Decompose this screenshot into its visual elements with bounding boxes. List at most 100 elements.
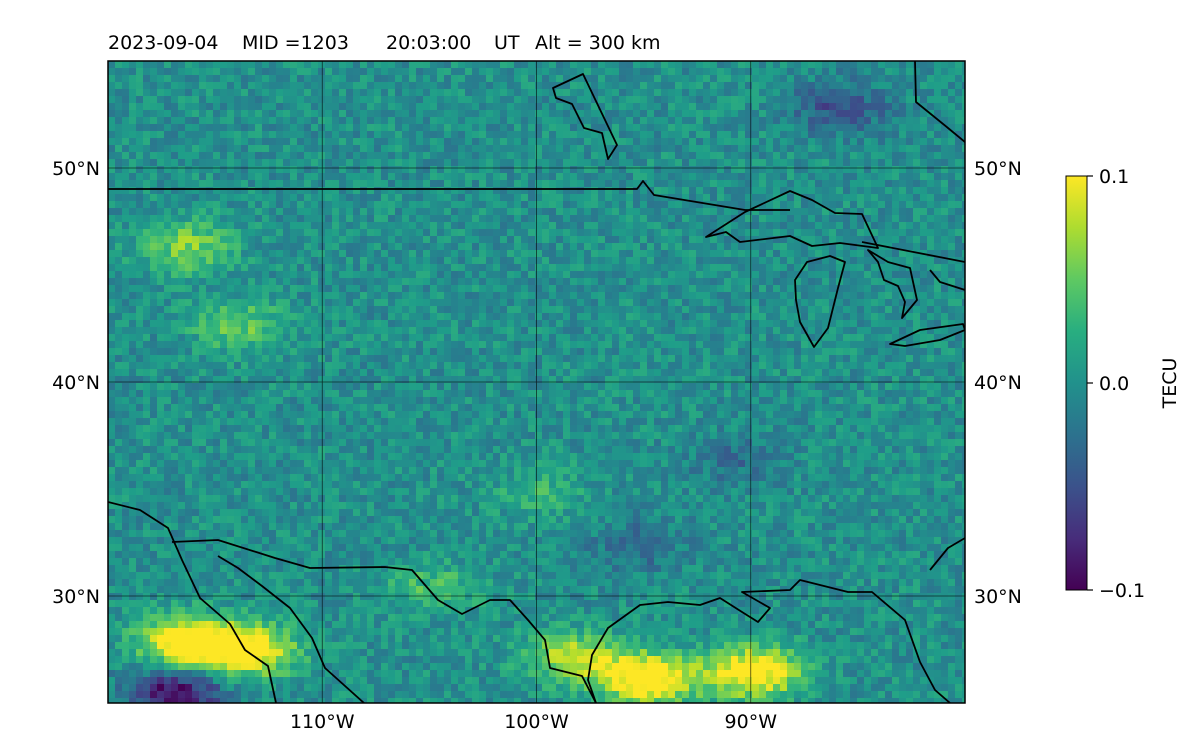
heatmap-cell <box>136 131 144 139</box>
heatmap-cell <box>878 201 886 209</box>
heatmap-cell <box>150 236 158 244</box>
heatmap-cell <box>157 152 165 160</box>
heatmap-cell <box>612 61 620 69</box>
heatmap-cell <box>227 173 235 181</box>
heatmap-cell <box>577 110 585 118</box>
heatmap-cell <box>115 334 123 342</box>
heatmap-cell <box>514 194 522 202</box>
heatmap-cell <box>304 131 312 139</box>
heatmap-cell <box>815 61 823 69</box>
heatmap-cell <box>654 194 662 202</box>
heatmap-cell <box>360 145 368 153</box>
heatmap-cell <box>388 271 396 279</box>
heatmap-cell <box>332 194 340 202</box>
heatmap-cell <box>710 215 718 223</box>
heatmap-cell <box>136 110 144 118</box>
heatmap-cell <box>857 215 865 223</box>
heatmap-cell <box>752 271 760 279</box>
heatmap-cell <box>430 138 438 146</box>
heatmap-cell <box>780 138 788 146</box>
heatmap-cell <box>941 180 949 188</box>
heatmap-cell <box>458 222 466 230</box>
heatmap-cell <box>857 257 865 265</box>
heatmap-cell <box>423 145 431 153</box>
heatmap-cell <box>619 306 627 314</box>
heatmap-cell <box>962 96 965 104</box>
heatmap-cell <box>675 250 683 258</box>
heatmap-cell <box>493 89 501 97</box>
heatmap-cell <box>941 292 949 300</box>
heatmap-cell <box>941 306 949 314</box>
heatmap-cell <box>395 159 403 167</box>
heatmap-cell <box>437 173 445 181</box>
heatmap-cell <box>514 89 522 97</box>
heatmap-cell <box>717 117 725 125</box>
heatmap-cell <box>710 306 718 314</box>
heatmap-cell <box>332 334 340 342</box>
heatmap-cell <box>780 306 788 314</box>
heatmap-cell <box>696 96 704 104</box>
heatmap-cell <box>311 208 319 216</box>
heatmap-cell <box>920 75 928 83</box>
heatmap-cell <box>878 229 886 237</box>
heatmap-cell <box>192 194 200 202</box>
heatmap-cell <box>234 187 242 195</box>
heatmap-cell <box>542 180 550 188</box>
heatmap-cell <box>451 341 459 349</box>
heatmap-cell <box>325 271 333 279</box>
heatmap-cell <box>549 313 557 321</box>
heatmap-cell <box>654 145 662 153</box>
heatmap-cell <box>388 299 396 307</box>
heatmap-cell <box>941 103 949 111</box>
heatmap-cell <box>444 131 452 139</box>
heatmap-cell <box>528 173 536 181</box>
heatmap-cell <box>500 152 508 160</box>
heatmap-cell <box>500 250 508 258</box>
heatmap-cell <box>885 159 893 167</box>
heatmap-cell <box>402 145 410 153</box>
heatmap-cell <box>416 341 424 349</box>
heatmap-cell <box>668 187 676 195</box>
heatmap-cell <box>710 222 718 230</box>
heatmap-cell <box>514 187 522 195</box>
heatmap-cell <box>934 327 942 335</box>
heatmap-cell <box>822 75 830 83</box>
heatmap-cell <box>731 117 739 125</box>
heatmap-cell <box>500 61 508 69</box>
heatmap-cell <box>612 243 620 251</box>
heatmap-cell <box>920 173 928 181</box>
heatmap-cell <box>864 68 872 76</box>
heatmap-cell <box>507 250 515 258</box>
heatmap-cell <box>409 194 417 202</box>
heatmap-cell <box>199 320 207 328</box>
heatmap-cell <box>626 152 634 160</box>
heatmap-cell <box>787 334 795 342</box>
heatmap-cell <box>962 201 965 209</box>
heatmap-cell <box>626 250 634 258</box>
heatmap-cell <box>780 145 788 153</box>
heatmap-cell <box>626 236 634 244</box>
heatmap-cell <box>780 292 788 300</box>
heatmap-cell <box>248 75 256 83</box>
heatmap-cell <box>899 159 907 167</box>
heatmap-cell <box>640 334 648 342</box>
heatmap-cell <box>367 306 375 314</box>
heatmap-cell <box>864 313 872 321</box>
heatmap-cell <box>640 166 648 174</box>
heatmap-cell <box>381 250 389 258</box>
heatmap-cell <box>696 292 704 300</box>
heatmap-cell <box>311 327 319 335</box>
heatmap-cell <box>241 292 249 300</box>
heatmap-cell <box>738 278 746 286</box>
heatmap-cell <box>241 306 249 314</box>
heatmap-cell <box>507 257 515 265</box>
heatmap-cell <box>479 215 487 223</box>
heatmap-cell <box>787 306 795 314</box>
heatmap-cell <box>465 166 473 174</box>
heatmap-cell <box>129 271 137 279</box>
heatmap-cell <box>507 278 515 286</box>
heatmap-cell <box>185 285 193 293</box>
heatmap-cell <box>297 215 305 223</box>
heatmap-cell <box>633 292 641 300</box>
heatmap-cell <box>486 341 494 349</box>
